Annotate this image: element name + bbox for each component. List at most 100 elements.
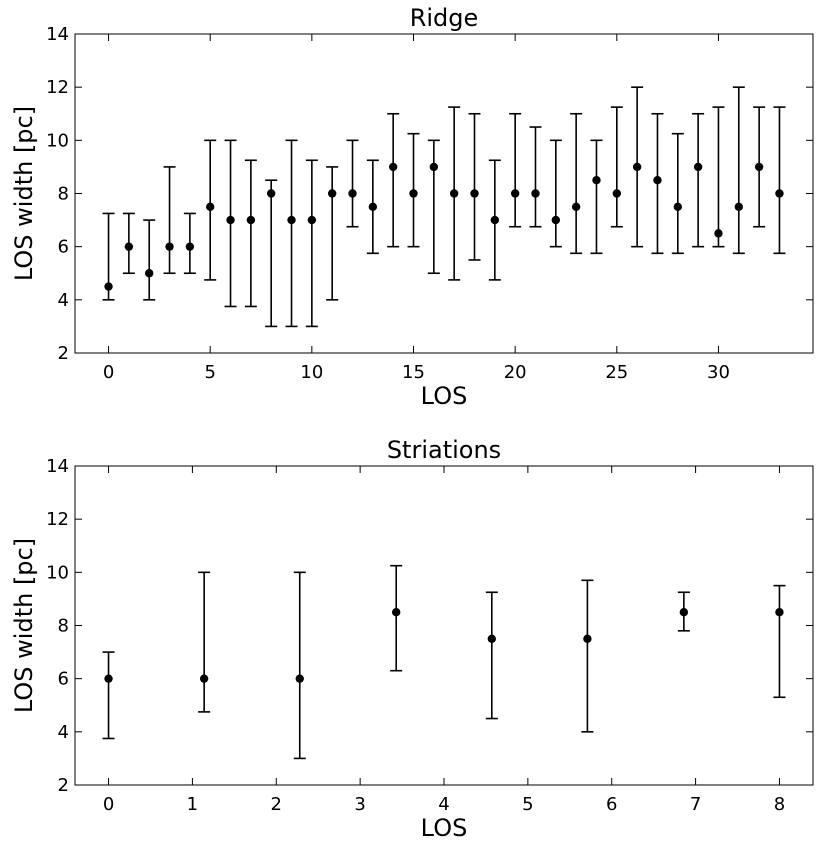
x-axis-label: LOS	[421, 814, 468, 842]
x-tick-label: 0	[103, 794, 114, 815]
error-bar	[692, 112, 705, 248]
error-bar	[390, 564, 403, 672]
data-point	[388, 162, 398, 172]
plot-frame	[74, 33, 814, 354]
error-bar	[198, 571, 211, 713]
x-tick-label: 10	[300, 362, 323, 383]
x-tick-label: 2	[271, 794, 282, 815]
error-bar	[265, 179, 278, 328]
data-point	[653, 176, 662, 185]
y-tick-label: 14	[46, 456, 69, 477]
y-tick-label: 12	[46, 77, 69, 98]
data-point	[775, 189, 784, 198]
data-point	[693, 162, 703, 172]
error-bar	[581, 579, 594, 733]
x-tick-label: 25	[605, 362, 628, 383]
data-point	[510, 189, 520, 198]
data-point	[327, 189, 337, 198]
data-point	[266, 189, 276, 198]
data-point	[199, 674, 209, 683]
error-bar	[244, 159, 257, 308]
x-tick-label: 15	[402, 362, 425, 383]
error-bar	[293, 571, 306, 760]
x-tick-label: 7	[690, 794, 701, 815]
data-point	[673, 202, 683, 211]
data-point	[754, 162, 764, 172]
data-point	[145, 269, 154, 278]
y-axis-label: LOS width [pc]	[10, 538, 38, 713]
data-point	[348, 189, 357, 198]
data-point	[531, 189, 540, 198]
x-tick-label: 20	[504, 362, 527, 383]
error-bar	[570, 112, 583, 255]
error-bar	[732, 86, 745, 255]
x-tick-label: 6	[606, 794, 617, 815]
data-point	[246, 215, 256, 225]
error-bar	[285, 139, 298, 328]
y-axis-label: LOS width [pc]	[10, 106, 38, 281]
data-point	[775, 608, 784, 617]
error-bar	[143, 219, 156, 301]
error-bar	[346, 139, 359, 228]
error-bar	[610, 106, 623, 228]
data-point	[205, 202, 215, 211]
data-point	[470, 189, 479, 198]
error-bar	[485, 591, 498, 720]
data-point	[490, 215, 500, 225]
data-point	[287, 215, 296, 225]
y-tick-label: 10	[46, 562, 69, 583]
error-bar	[468, 112, 481, 261]
plot-frame	[74, 465, 814, 786]
x-tick-label: 5	[204, 362, 215, 383]
error-bar	[163, 166, 176, 275]
x-tick-label: 0	[103, 362, 114, 383]
data-point	[165, 242, 174, 251]
data-point	[632, 162, 642, 172]
y-tick-label: 14	[46, 24, 69, 45]
error-bar	[549, 139, 562, 248]
x-tick-label: 8	[774, 794, 785, 815]
error-bar	[509, 112, 522, 228]
y-tick-label: 4	[58, 722, 69, 743]
y-tick-label: 6	[58, 669, 69, 690]
error-bar	[671, 132, 684, 255]
y-tick-label: 2	[58, 343, 69, 364]
error-bar	[305, 159, 318, 328]
error-bar	[529, 126, 542, 228]
data-point	[583, 634, 592, 643]
x-axis-label: LOS	[421, 382, 468, 410]
data-point	[429, 162, 439, 172]
data-point	[185, 242, 195, 251]
data-point	[714, 229, 723, 238]
ridge-panel: 0 5 10 15 20 25 30 2 4 6 8 10 12 14 Ridge LOS LOS width …	[10, 4, 814, 410]
data-point	[226, 215, 235, 225]
error-bar	[102, 651, 115, 740]
data-point	[734, 202, 743, 211]
error-bar	[427, 139, 440, 275]
data-point	[104, 282, 113, 291]
data-point	[449, 189, 459, 198]
data-point	[592, 176, 601, 185]
error-bar	[326, 166, 339, 301]
chart-title: Ridge	[410, 4, 479, 32]
x-tick-label: 30	[707, 362, 730, 383]
y-tick-label: 10	[46, 130, 69, 151]
data-point	[368, 202, 378, 211]
data-point	[409, 189, 418, 198]
data-point	[571, 202, 581, 211]
error-bar	[712, 106, 725, 248]
error-bar	[773, 584, 786, 699]
y-tick-label: 2	[58, 775, 69, 796]
data-point	[295, 674, 304, 683]
chart-title: Striations	[387, 436, 501, 464]
error-bar	[590, 139, 603, 255]
x-tick-label: 4	[438, 794, 449, 815]
y-tick-label: 8	[58, 184, 69, 205]
data-point	[612, 189, 622, 198]
x-tick-label: 5	[522, 794, 533, 815]
y-tick-label: 6	[58, 237, 69, 258]
y-tick-label: 4	[58, 290, 69, 311]
data-point	[124, 242, 134, 251]
x-tick-label: 3	[354, 794, 365, 815]
